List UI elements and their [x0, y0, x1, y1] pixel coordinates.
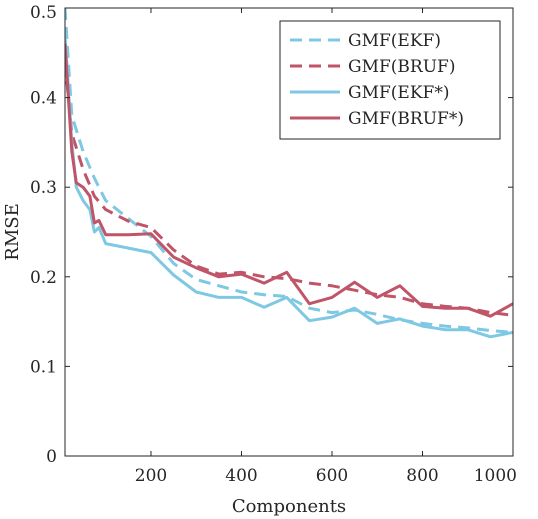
x-tick-label: 600 [316, 466, 348, 486]
x-tick-label: 800 [406, 466, 438, 486]
y-tick-label: 0.2 [30, 268, 57, 288]
axis-ticks: 200 400 600 800 1000 0 0.1 0.2 0.3 0.4 0.5 [30, 3, 517, 486]
y-tick-label: 0.4 [30, 89, 57, 109]
legend-label-2: GMF(BRUF) [348, 57, 455, 77]
y-tick-label: 0.1 [30, 357, 57, 377]
y-tick-label: 0.3 [30, 178, 57, 198]
legend: GMF(EKF) GMF(BRUF) GMF(EKF*) GMF(BRUF*) [279, 20, 501, 140]
plot-frame [64, 7, 514, 457]
x-tick-label: 200 [135, 466, 167, 486]
plot-area [65, 8, 513, 339]
legend-label-4: GMF(BRUF*) [348, 109, 464, 129]
series-line-2 [65, 61, 513, 317]
y-axis-label: RMSE [2, 203, 23, 260]
x-tick-label: 400 [225, 466, 257, 486]
y-tick-label: 0.5 [30, 3, 57, 23]
y-tick-label: 0 [46, 447, 57, 467]
x-tick-label: 1000 [474, 466, 517, 486]
series-line-1 [65, 8, 513, 334]
series-line-4 [65, 43, 513, 318]
legend-label-1: GMF(EKF) [348, 31, 441, 51]
x-axis-label: Components [232, 496, 346, 517]
legend-label-3: GMF(EKF*) [348, 83, 449, 103]
series-line-3 [65, 34, 513, 339]
